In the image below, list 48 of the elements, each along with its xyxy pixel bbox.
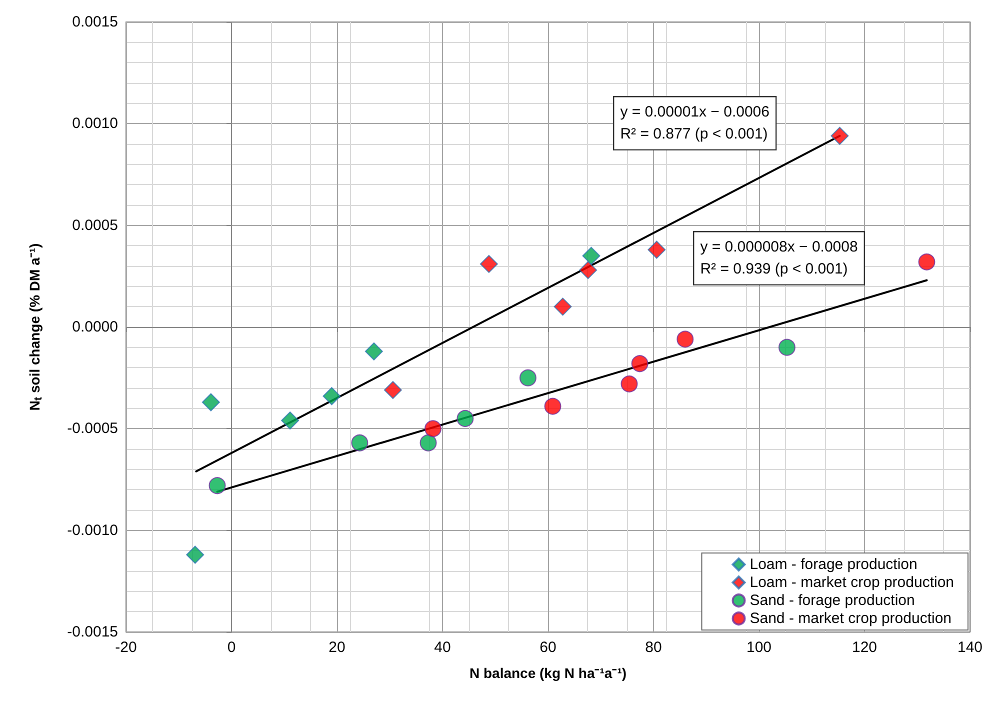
- annotation: y = 0.000008x − 0.0008 R² = 0.939 (p < 0.001): [700, 238, 858, 278]
- y-axis-title: Nt soil change (% DM a⁻¹): [26, 243, 44, 411]
- y-tick-label: 0.0000: [72, 318, 118, 336]
- x-tick-label: 100: [746, 639, 772, 656]
- y-tick-label: 0.0015: [72, 14, 118, 30]
- point: [648, 240, 666, 259]
- point: [281, 412, 300, 430]
- point: [631, 355, 648, 372]
- point: [351, 434, 368, 452]
- x-tick-label: 80: [645, 639, 662, 656]
- point: [186, 546, 204, 564]
- point: [676, 330, 694, 348]
- point: [519, 369, 536, 386]
- x-tick-label: 40: [434, 639, 451, 656]
- legend-label: Sand - market crop production: [750, 610, 952, 627]
- annotation: y = 0.00001x − 0.0006 R² = 0.877 (p < 0.001): [620, 104, 770, 143]
- point: [208, 477, 226, 494]
- point: [480, 254, 498, 273]
- x-axis-title: N balance (kg N ha⁻¹a⁻¹): [469, 665, 627, 681]
- point: [544, 398, 562, 415]
- x-tick-label: 20: [328, 639, 346, 656]
- x-tick-label: 60: [540, 639, 556, 656]
- y-tick-label: -0.0010: [67, 522, 118, 539]
- point: [322, 387, 341, 406]
- point: [830, 126, 849, 145]
- point: [420, 434, 437, 452]
- point: [579, 261, 598, 280]
- point: [918, 253, 936, 270]
- x-tick-label: -20: [115, 639, 137, 656]
- point: [202, 393, 220, 412]
- point: [620, 375, 638, 392]
- x-tick-label: 0: [227, 639, 236, 656]
- x-tick-label: 120: [852, 639, 878, 656]
- point: [364, 342, 383, 360]
- point: [424, 420, 442, 438]
- point: [456, 410, 474, 427]
- point: [554, 298, 572, 316]
- y-tick-label: -0.0015: [67, 624, 118, 640]
- point: [582, 246, 600, 265]
- legend-label: Sand - forage production: [750, 592, 915, 609]
- x-tick-label: 140: [957, 639, 983, 656]
- point: [384, 381, 402, 400]
- y-tick-label: 0.0005: [72, 216, 118, 234]
- legend-label: Loam - market crop production: [750, 574, 954, 591]
- point: [778, 338, 796, 356]
- y-tick-label: 0.0010: [72, 115, 118, 132]
- y-tick-label: -0.0005: [67, 420, 118, 438]
- legend-label: Loam - forage production: [750, 556, 918, 573]
